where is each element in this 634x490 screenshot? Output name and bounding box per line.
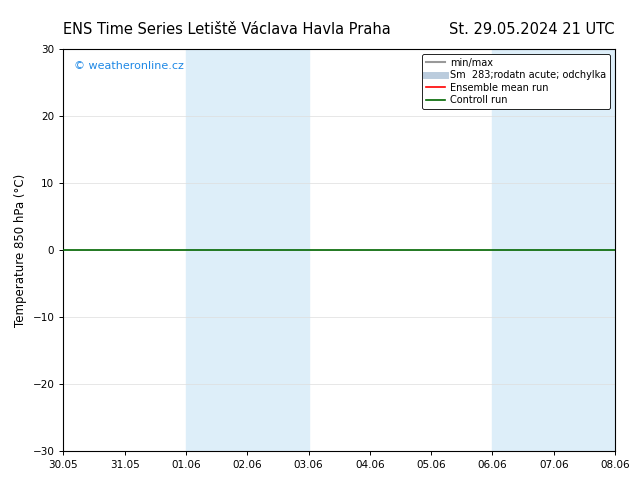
Legend: min/max, Sm  283;rodatn acute; odchylka, Ensemble mean run, Controll run: min/max, Sm 283;rodatn acute; odchylka, … xyxy=(422,54,610,109)
Bar xyxy=(186,49,309,451)
Text: ENS Time Series Letiště Václava Havla Praha: ENS Time Series Letiště Václava Havla Pr… xyxy=(63,22,391,37)
Y-axis label: Temperature 850 hPa (°C): Temperature 850 hPa (°C) xyxy=(14,173,27,326)
Text: © weatheronline.cz: © weatheronline.cz xyxy=(74,61,184,71)
Text: St. 29.05.2024 21 UTC: St. 29.05.2024 21 UTC xyxy=(450,22,615,37)
Bar xyxy=(493,49,615,451)
